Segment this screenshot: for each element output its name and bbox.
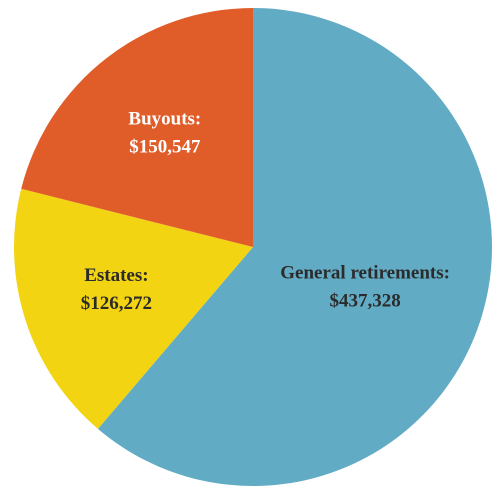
slice-value-label: $126,272 (81, 293, 152, 314)
slice-label: Buyouts: (128, 108, 201, 129)
slice-value-label: $437,328 (330, 291, 401, 312)
pie-slice (13, 188, 253, 429)
slice-value-label: $150,547 (129, 136, 201, 157)
pie-slice (97, 8, 493, 486)
slice-label: General retirements: (280, 263, 450, 284)
pie-slice (21, 8, 253, 247)
slice-label: Estates: (84, 265, 148, 286)
